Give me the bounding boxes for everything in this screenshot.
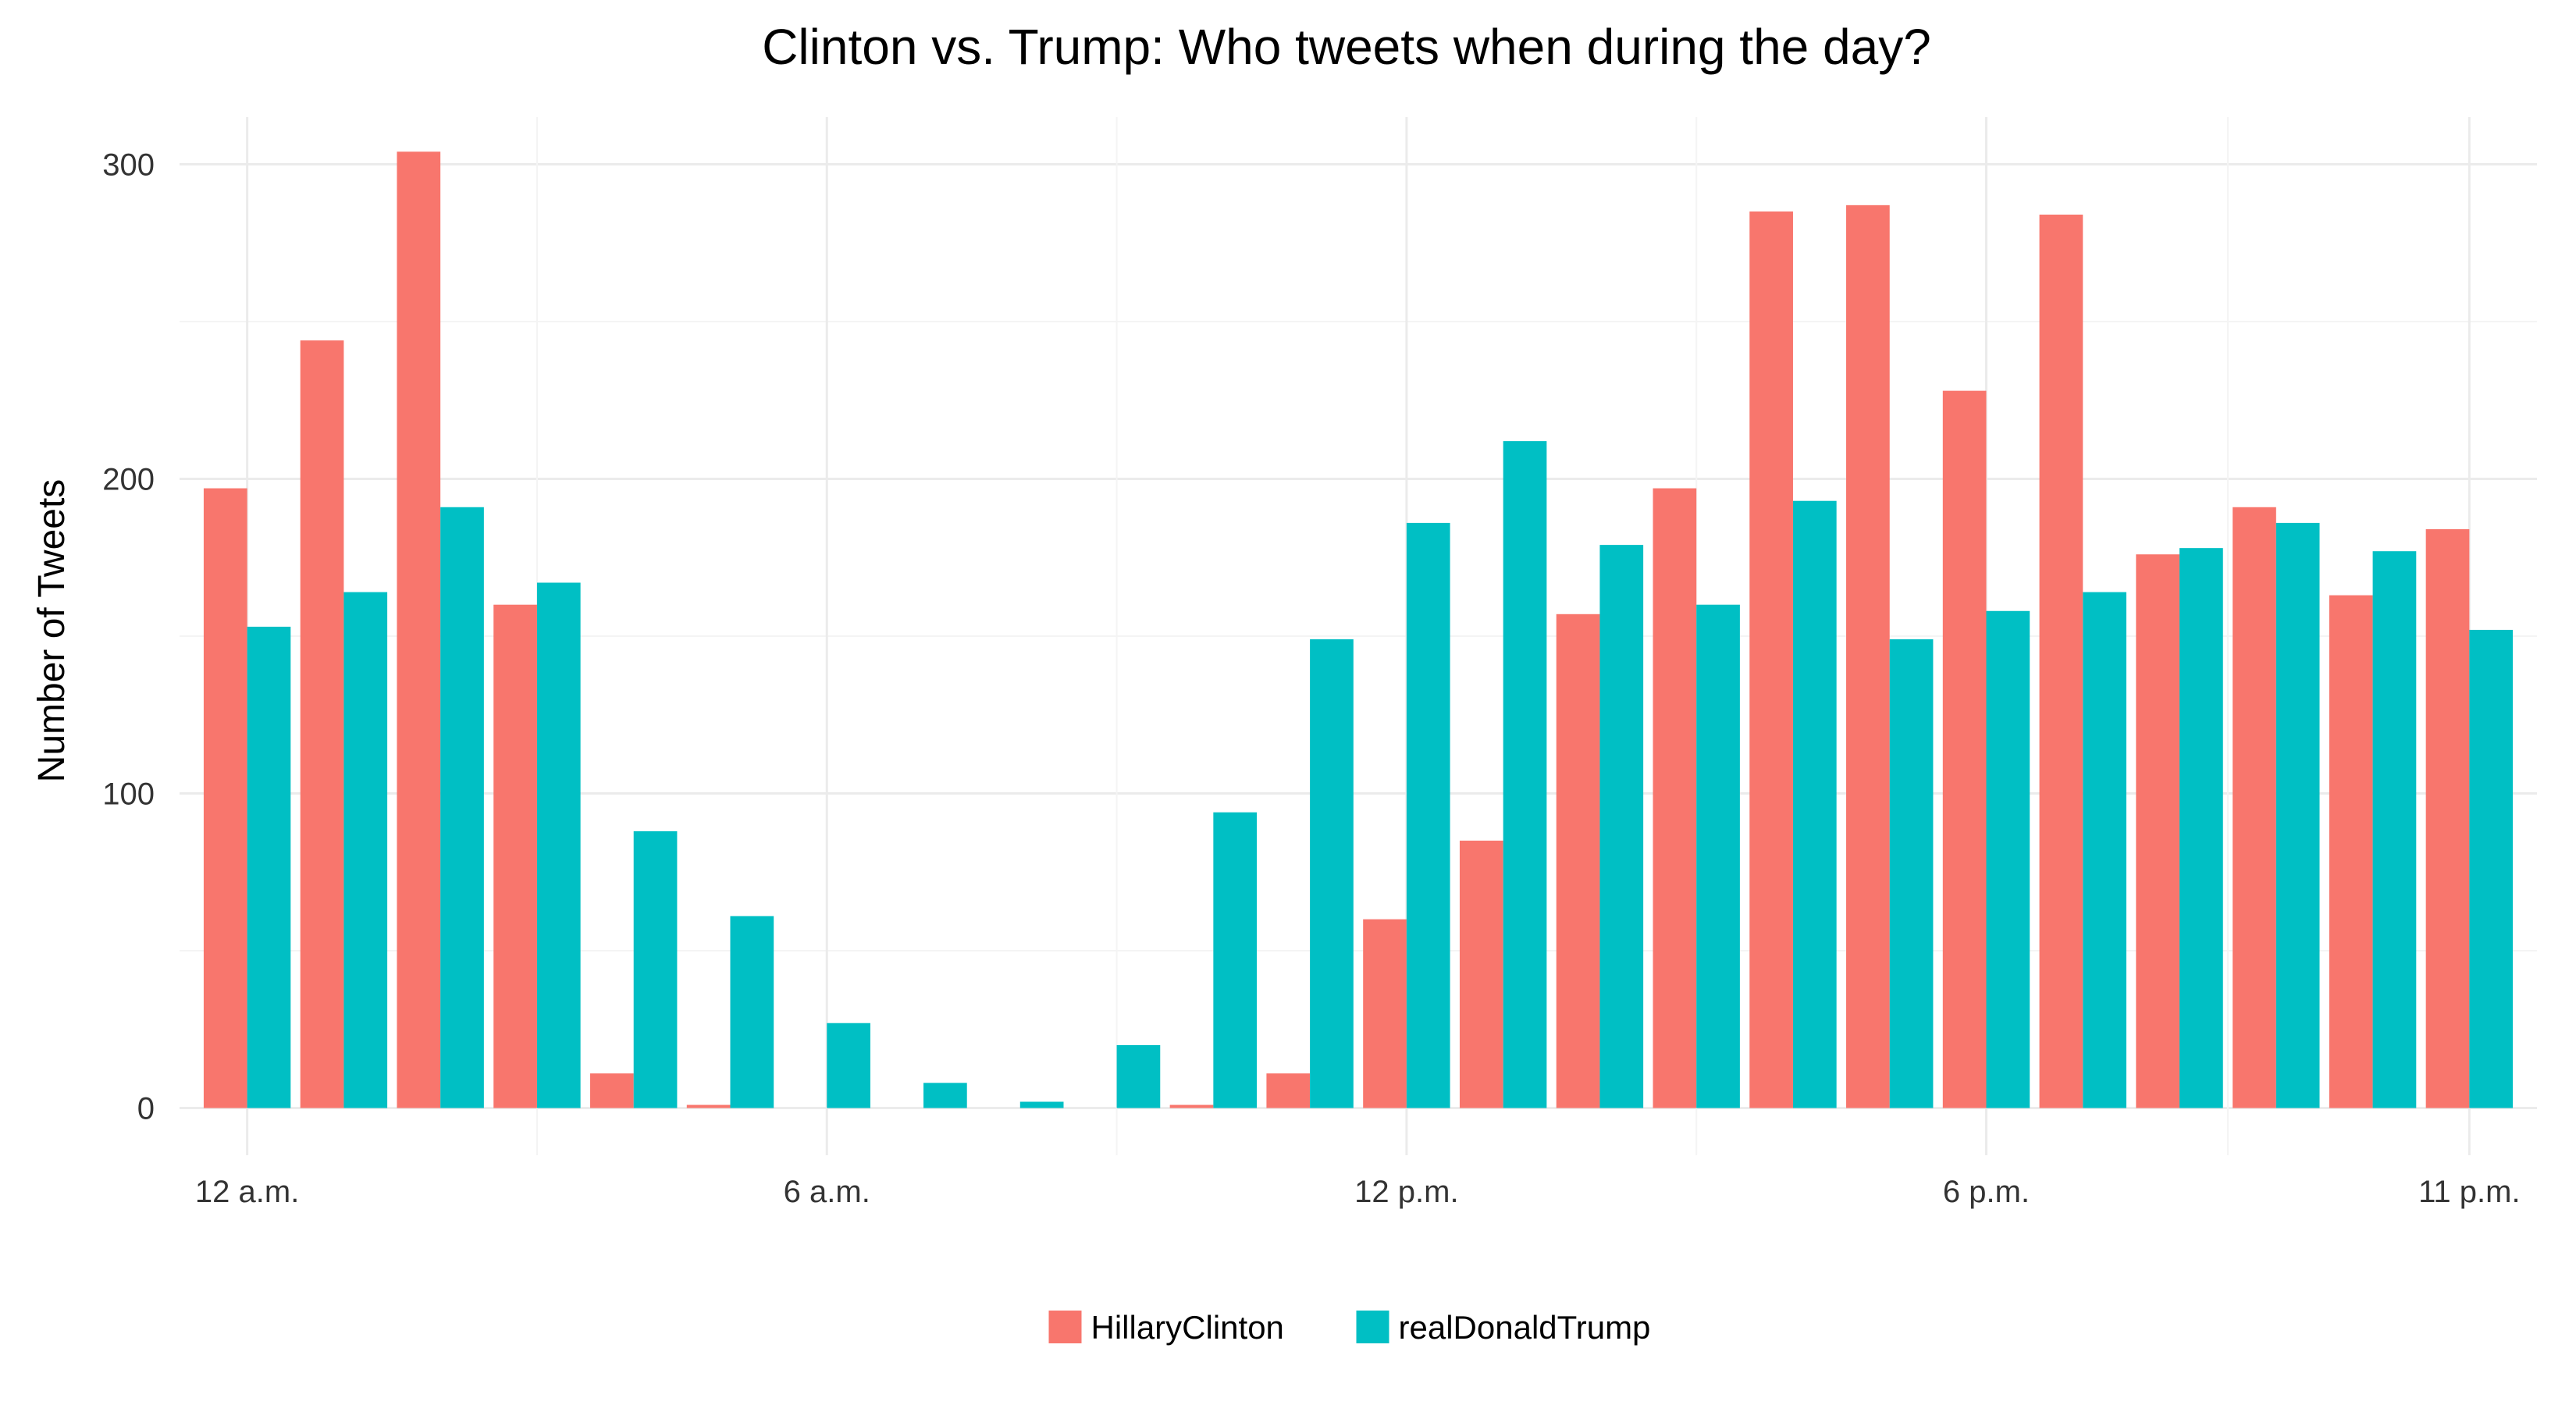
bar-HillaryClinton-hour-17: [1846, 205, 1890, 1108]
y-tick-label: 300: [102, 148, 155, 182]
bar-realDonaldTrump-hour-2: [440, 507, 484, 1108]
bar-HillaryClinton-hour-12: [1363, 919, 1407, 1108]
y-tick-label: 0: [137, 1092, 155, 1126]
x-tick-label: 12 p.m.: [1354, 1175, 1458, 1209]
bar-realDonaldTrump-hour-10: [1213, 812, 1258, 1108]
bar-HillaryClinton-hour-20: [2136, 554, 2180, 1108]
bar-HillaryClinton-hour-14: [1556, 614, 1600, 1108]
bar-HillaryClinton-hour-21: [2233, 507, 2276, 1108]
bar-realDonaldTrump-hour-17: [1889, 639, 1934, 1108]
bar-HillaryClinton-hour-0: [203, 488, 247, 1108]
x-tick-label: 6 p.m.: [1943, 1175, 2030, 1209]
bar-HillaryClinton-hour-15: [1653, 488, 1697, 1108]
bar-realDonaldTrump-hour-8: [1019, 1101, 1064, 1108]
chart-title: Clinton vs. Trump: Who tweets when durin…: [762, 19, 1931, 75]
bar-realDonaldTrump-hour-4: [633, 831, 678, 1108]
bar-realDonaldTrump-hour-6: [827, 1023, 870, 1108]
bar-HillaryClinton-hour-3: [493, 604, 537, 1108]
bar-realDonaldTrump-hour-5: [730, 916, 774, 1108]
bar-HillaryClinton-hour-11: [1266, 1073, 1311, 1108]
bar-realDonaldTrump-hour-22: [2372, 551, 2417, 1108]
legend-key-HillaryClinton: [1048, 1311, 1082, 1343]
x-tick-label: 11 p.m.: [2418, 1175, 2520, 1209]
bar-realDonaldTrump-hour-20: [2179, 548, 2223, 1108]
bar-realDonaldTrump-hour-14: [1599, 545, 1644, 1108]
bar-realDonaldTrump-hour-16: [1792, 500, 1837, 1108]
bar-realDonaldTrump-hour-1: [343, 592, 388, 1108]
bar-HillaryClinton-hour-16: [1749, 211, 1793, 1108]
legend: HillaryClinton realDonaldTrump: [1048, 1309, 1651, 1346]
bar-realDonaldTrump-hour-7: [923, 1083, 967, 1108]
bar-realDonaldTrump-hour-0: [247, 626, 291, 1108]
bar-HillaryClinton-hour-22: [2329, 595, 2373, 1108]
bar-HillaryClinton-hour-5: [686, 1104, 731, 1108]
y-tick-label: 100: [102, 777, 155, 812]
bar-HillaryClinton-hour-13: [1459, 840, 1503, 1108]
bar-HillaryClinton-hour-4: [590, 1073, 634, 1108]
bar-HillaryClinton-hour-18: [1942, 390, 1987, 1108]
y-axis-title: Number of Tweets: [31, 479, 73, 783]
bar-realDonaldTrump-hour-13: [1503, 441, 1547, 1108]
legend-label-realDonaldTrump: realDonaldTrump: [1399, 1309, 1651, 1346]
bar-realDonaldTrump-hour-11: [1310, 639, 1354, 1108]
bar-HillaryClinton-hour-1: [300, 340, 344, 1108]
bars: [203, 151, 2514, 1108]
legend-label-HillaryClinton: HillaryClinton: [1091, 1309, 1284, 1346]
bar-realDonaldTrump-hour-3: [536, 582, 581, 1108]
bar-HillaryClinton-hour-23: [2425, 528, 2470, 1108]
bar-realDonaldTrump-hour-12: [1406, 522, 1450, 1108]
bar-realDonaldTrump-hour-9: [1116, 1044, 1161, 1108]
bar-HillaryClinton-hour-10: [1169, 1104, 1214, 1108]
y-axis-ticks: 0 100 200 300: [102, 148, 155, 1126]
legend-key-realDonaldTrump: [1356, 1311, 1389, 1343]
bar-realDonaldTrump-hour-23: [2469, 629, 2514, 1108]
x-tick-label: 6 a.m.: [784, 1175, 870, 1209]
bar-realDonaldTrump-hour-18: [1986, 610, 2030, 1108]
bar-realDonaldTrump-hour-15: [1696, 604, 1740, 1108]
bar-HillaryClinton-hour-2: [397, 151, 441, 1108]
bar-realDonaldTrump-hour-19: [2083, 592, 2126, 1108]
bar-realDonaldTrump-hour-21: [2275, 522, 2320, 1108]
x-tick-label: 12 a.m.: [195, 1175, 299, 1209]
x-axis-ticks: 12 a.m. 6 a.m. 12 p.m. 6 p.m. 11 p.m.: [195, 1175, 2521, 1209]
y-tick-label: 200: [102, 462, 155, 496]
bar-HillaryClinton-hour-19: [2039, 214, 2083, 1108]
